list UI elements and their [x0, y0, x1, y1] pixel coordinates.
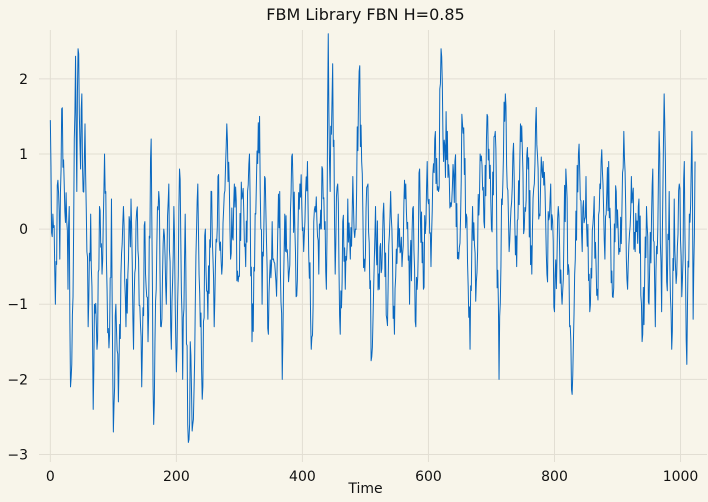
- x-axis-ticks: 0 200 400 600 800 1000: [46, 469, 698, 485]
- series-line: [49, 33, 696, 443]
- x-tick-label: 400: [289, 469, 316, 485]
- x-tick-label: 0: [46, 469, 55, 485]
- y-tick-label: −3: [7, 447, 28, 463]
- y-tick-label: −2: [7, 372, 28, 388]
- y-tick-label: 2: [19, 72, 28, 88]
- series-layer: [49, 33, 696, 443]
- y-tick-label: −1: [7, 297, 28, 313]
- x-tick-label: 600: [415, 469, 442, 485]
- y-axis-ticks: −3 −2 −1 0 1 2: [7, 72, 28, 464]
- x-tick-label: 800: [541, 469, 568, 485]
- x-tick-label: 1000: [663, 469, 699, 485]
- grid: [39, 30, 707, 462]
- y-tick-label: 1: [19, 147, 28, 163]
- chart-title: FBM Library FBN H=0.85: [266, 5, 464, 24]
- x-tick-label: 200: [163, 469, 190, 485]
- x-axis-label: Time: [347, 481, 382, 497]
- y-tick-label: 0: [19, 222, 28, 238]
